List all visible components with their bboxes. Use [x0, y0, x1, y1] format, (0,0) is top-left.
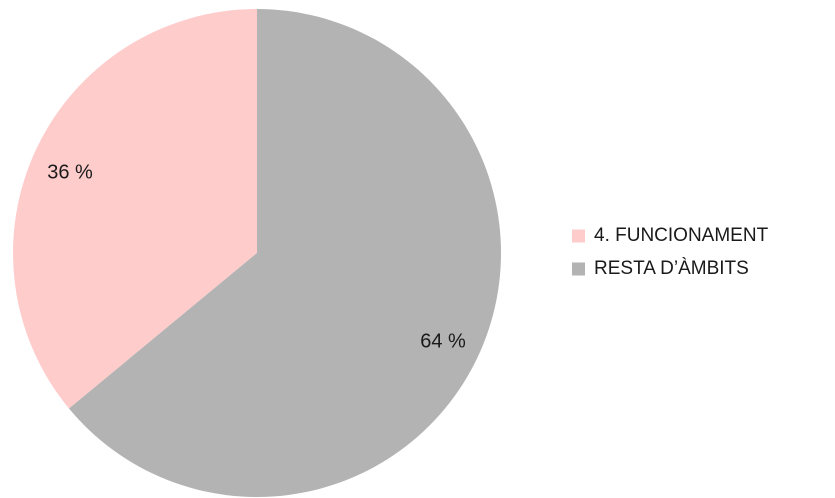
pie-slices: [13, 9, 502, 498]
data-label-4-funcionament: 36 %: [47, 161, 93, 183]
legend-label-4-funcionament: 4. FUNCIONAMENT: [594, 225, 769, 246]
pie-slice-4-funcionament: [13, 9, 257, 409]
legend-swatch-resta-d-ambits: [572, 262, 585, 276]
pie-data-labels: 36 % 64 %: [47, 161, 466, 352]
pie-slice-resta-d-ambits: [68, 9, 502, 498]
legend: 4. FUNCIONAMENT RESTA D’ÀMBITS: [572, 225, 769, 279]
legend-swatch-4-funcionament: [572, 229, 585, 243]
data-label-resta-d-ambits: 64 %: [420, 330, 466, 352]
legend-label-resta-d-ambits: RESTA D’ÀMBITS: [594, 258, 749, 279]
